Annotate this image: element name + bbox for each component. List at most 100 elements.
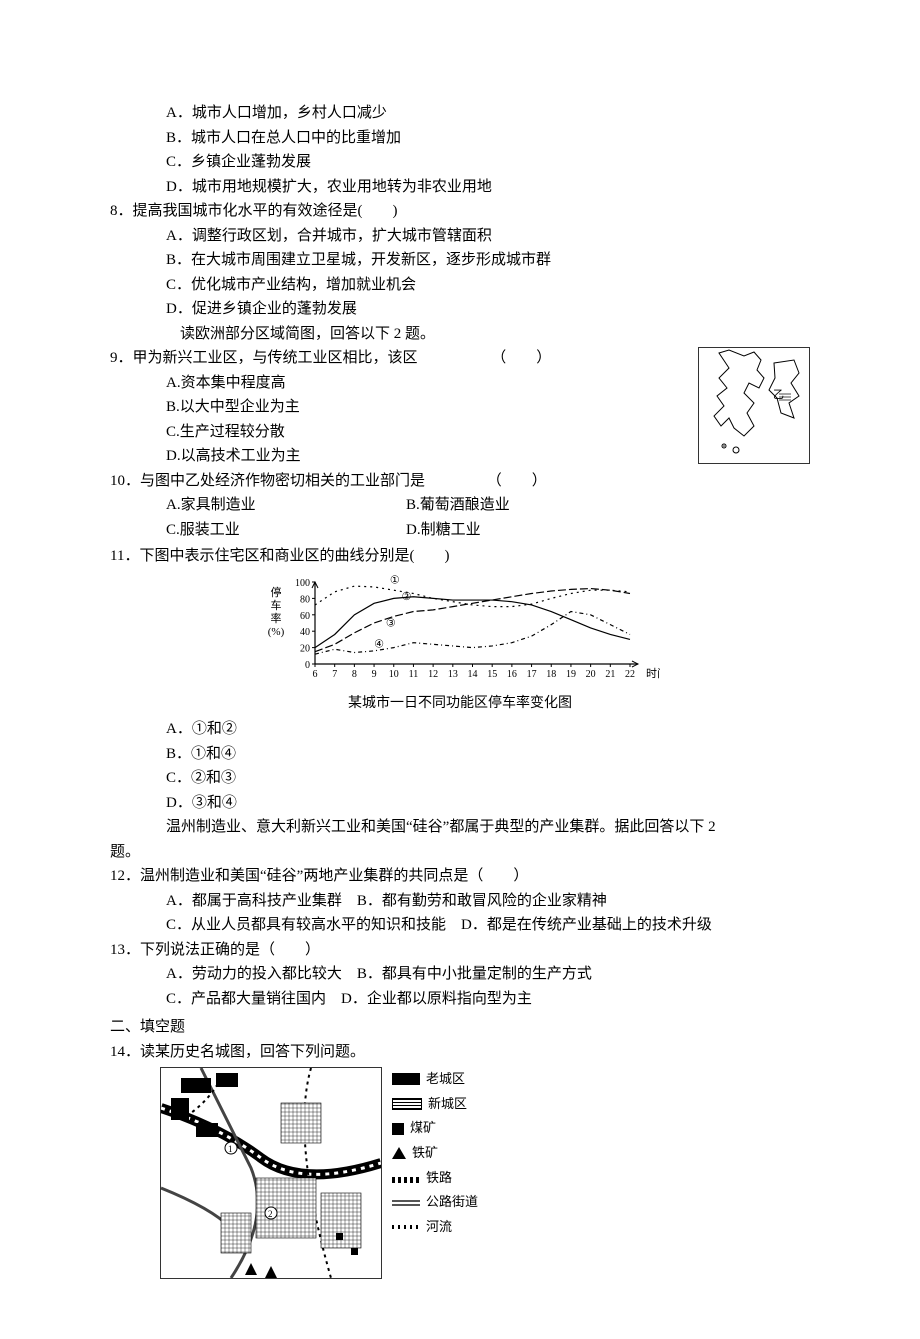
q13-opt-ab: A．劳动力的投入都比较大 B．都具有中小批量定制的生产方式 [166, 963, 810, 986]
q11-stem: 11．下图中表示住宅区和商业区的曲线分别是( ) [110, 545, 810, 568]
svg-text:车: 车 [271, 598, 282, 612]
svg-text:10: 10 [389, 669, 399, 680]
q7-opt-c: C．乡镇企业蓬勃发展 [166, 151, 810, 174]
legend-iron: 铁矿 [392, 1141, 478, 1166]
legend-new: 新城区 [392, 1092, 478, 1117]
q8-lead: 读欧洲部分区域简图，回答以下 2 题。 [180, 323, 810, 346]
q9-paren: （ ） [491, 347, 551, 370]
q12-opt-ab: A．都属于高科技产业集群 B．都有勤劳和敢冒风险的企业家精神 [166, 890, 810, 913]
legend-river: 河流 [392, 1215, 478, 1240]
svg-text:21: 21 [605, 669, 615, 680]
swatch-river-icon [392, 1225, 420, 1229]
q10-opt-b: B.葡萄酒酿造业 [406, 494, 510, 517]
q10-stem-row: 10．与图中乙处经济作物密切相关的工业部门是 （ ） [110, 470, 810, 493]
lead-12-line2: 题。 [110, 841, 810, 864]
svg-text:17: 17 [527, 669, 537, 680]
svg-text:8: 8 [352, 669, 357, 680]
legend-coal: 煤矿 [392, 1116, 478, 1141]
q8-opt-b: B．在大城市周围建立卫星城，开发新区，逐步形成城市群 [166, 249, 810, 272]
europe-map-svg: 乙 [699, 348, 809, 463]
q10-opt-a: A.家具制造业 [166, 494, 406, 517]
q7-opt-a: A．城市人口增加，乡村人口减少 [166, 102, 810, 125]
q10-row-ab: A.家具制造业 B.葡萄酒酿造业 [166, 494, 810, 517]
q11-opt-b: B．①和④ [166, 743, 810, 766]
legend-new-label: 新城区 [428, 1092, 467, 1117]
svg-text:15: 15 [487, 669, 497, 680]
q10-paren: （ ） [487, 470, 547, 493]
q10-opt-d: D.制糖工业 [406, 519, 481, 542]
legend-road: 公路街道 [392, 1190, 478, 1215]
q13-opt-cd: C．产品都大量销往国内 D．企业都以原料指向型为主 [166, 988, 810, 1011]
swatch-coal-icon [392, 1123, 404, 1135]
svg-text:22: 22 [625, 669, 635, 680]
legend-iron-label: 铁矿 [412, 1141, 438, 1166]
svg-text:时间: 时间 [646, 667, 660, 680]
svg-text:(%): (%) [268, 626, 285, 638]
swatch-new-icon [392, 1098, 422, 1110]
legend-old-label: 老城区 [426, 1067, 465, 1092]
q14-figure-block: 1 2 老城区 新城区 煤矿 铁矿 铁路 公路街道 河流 [160, 1067, 810, 1279]
svg-text:19: 19 [566, 669, 576, 680]
svg-text:100: 100 [295, 578, 310, 589]
legend-river-label: 河流 [426, 1215, 452, 1240]
svg-text:6: 6 [313, 669, 318, 680]
chart-caption: 某城市一日不同功能区停车率变化图 [110, 693, 810, 714]
q11-opt-d: D．③和④ [166, 792, 810, 815]
svg-text:0: 0 [305, 660, 310, 671]
q12-stem: 12．温州制造业和美国“硅谷”两地产业集群的共同点是（ ） [110, 865, 810, 888]
q10-row-cd: C.服装工业 D.制糖工业 [166, 519, 810, 542]
q14-stem: 14．读某历史名城图，回答下列问题。 [110, 1041, 810, 1064]
svg-text:11: 11 [409, 669, 419, 680]
q11-opt-c: C．②和③ [166, 767, 810, 790]
svg-text:40: 40 [300, 627, 310, 638]
swatch-old-icon [392, 1073, 420, 1085]
svg-text:20: 20 [586, 669, 596, 680]
legend-rail-label: 铁路 [426, 1166, 452, 1191]
svg-text:7: 7 [332, 669, 337, 680]
svg-text:停: 停 [271, 585, 282, 599]
svg-text:①: ① [390, 574, 400, 586]
q8-opt-a: A．调整行政区划，合并城市，扩大城市管辖面积 [166, 225, 810, 248]
svg-text:③: ③ [386, 617, 396, 629]
q14-city-map: 1 2 [160, 1067, 382, 1279]
parking-chart-svg: 0 20 40 60 80 100 6 7 8 9 10 11 12 13 14 15 16 17 18 19 20 21… [260, 574, 660, 684]
swatch-iron-icon [392, 1147, 406, 1159]
svg-text:60: 60 [300, 610, 310, 621]
europe-map-thumb: 乙 [698, 347, 810, 464]
q7-opt-d: D．城市用地规模扩大，农业用地转为非农业用地 [166, 176, 810, 199]
lead-12-line1: 温州制造业、意大利新兴工业和美国“硅谷”都属于典型的产业集群。据此回答以下 2 [166, 816, 810, 839]
q12-opt-cd: C．从业人员都具有较高水平的知识和技能 D．都是在传统产业基础上的技术升级 [166, 914, 810, 937]
parking-chart: 0 20 40 60 80 100 6 7 8 9 10 11 12 13 14 15 16 17 18 19 20 21… [110, 574, 810, 715]
q14-city-map-svg: 1 2 [161, 1068, 381, 1278]
svg-text:80: 80 [300, 594, 310, 605]
q14-legend: 老城区 新城区 煤矿 铁矿 铁路 公路街道 河流 [392, 1067, 478, 1279]
q8-opt-d: D．促进乡镇企业的蓬勃发展 [166, 298, 810, 321]
section-2-title: 二、填空题 [110, 1016, 810, 1039]
svg-text:18: 18 [546, 669, 556, 680]
svg-text:16: 16 [507, 669, 517, 680]
svg-text:2: 2 [268, 1209, 273, 1219]
legend-rail: 铁路 [392, 1166, 478, 1191]
q9-stem: 9．甲为新兴工业区，与传统工业区相比，该区 [110, 350, 418, 366]
svg-text:14: 14 [468, 669, 478, 680]
svg-text:12: 12 [428, 669, 438, 680]
q8-stem: 8．提高我国城市化水平的有效途径是( ) [110, 200, 810, 223]
svg-text:9: 9 [372, 669, 377, 680]
legend-old: 老城区 [392, 1067, 478, 1092]
q13-stem: 13．下列说法正确的是（ ） [110, 939, 810, 962]
svg-text:②: ② [402, 591, 412, 603]
svg-text:20: 20 [300, 643, 310, 654]
legend-coal-label: 煤矿 [410, 1116, 436, 1141]
svg-text:1: 1 [228, 1144, 233, 1154]
svg-text:④: ④ [374, 638, 384, 650]
q11-opt-a: A．①和② [166, 718, 810, 741]
q7-opt-b: B．城市人口在总人口中的比重增加 [166, 127, 810, 150]
q10-opt-c: C.服装工业 [166, 519, 406, 542]
swatch-rail-icon [392, 1177, 420, 1180]
swatch-road-icon [392, 1200, 420, 1206]
svg-text:13: 13 [448, 669, 458, 680]
q8-opt-c: C．优化城市产业结构，增加就业机会 [166, 274, 810, 297]
q10-stem: 10．与图中乙处经济作物密切相关的工业部门是 [110, 473, 425, 489]
legend-road-label: 公路街道 [426, 1190, 478, 1215]
svg-text:率: 率 [271, 611, 282, 625]
